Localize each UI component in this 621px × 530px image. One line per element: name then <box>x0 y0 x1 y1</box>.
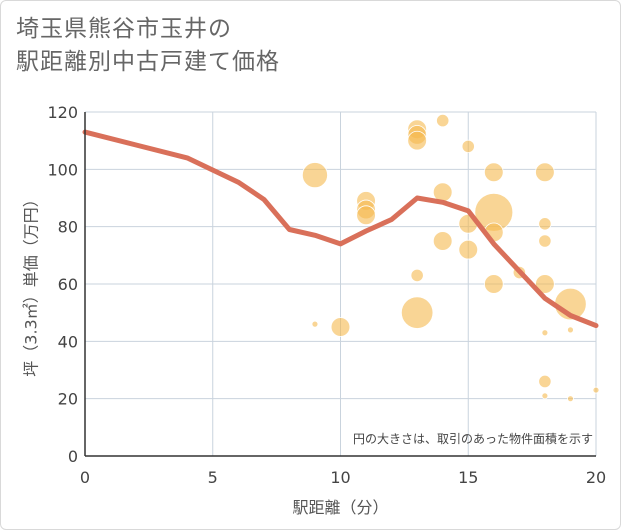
data-bubble <box>592 386 600 394</box>
data-bubble <box>458 239 479 260</box>
data-bubble <box>301 162 328 189</box>
x-axis-title: 駅距離（分） <box>292 498 388 517</box>
y-tick-label: 120 <box>47 103 78 122</box>
y-tick-label: 100 <box>47 160 78 179</box>
data-bubble <box>461 139 475 153</box>
data-bubble <box>483 274 504 294</box>
y-tick-label: 0 <box>68 447 78 466</box>
data-bubble <box>330 317 351 337</box>
x-tick-label: 5 <box>208 468 218 487</box>
y-axis-title: 坪（3.3㎡）単価（万円） <box>22 191 41 376</box>
data-bubble <box>311 320 319 328</box>
data-bubble <box>567 326 574 334</box>
data-bubble <box>535 274 555 294</box>
data-bubble <box>483 162 504 183</box>
data-bubble <box>535 162 555 183</box>
data-bubble <box>567 395 574 403</box>
data-bubble <box>356 205 376 226</box>
data-bubble <box>538 374 552 389</box>
trend-layer <box>82 129 599 329</box>
x-tick-label: 15 <box>458 468 478 487</box>
data-bubble <box>541 329 549 337</box>
data-bubble <box>538 217 552 231</box>
axes <box>84 112 596 457</box>
chart-title-line-2: 駅距離別中古戸建て価格 <box>16 49 280 75</box>
data-bubble <box>538 234 552 248</box>
x-tick-label: 0 <box>80 468 90 487</box>
data-bubble <box>436 114 450 128</box>
y-tick-label: 80 <box>58 218 78 237</box>
data-bubble <box>432 231 453 251</box>
chart-title: 埼玉県熊谷市玉井の 駅距離別中古戸建て価格 <box>16 13 280 79</box>
data-bubble <box>541 392 549 400</box>
data-bubble <box>400 296 434 329</box>
data-bubble <box>410 268 424 282</box>
y-tick-label: 40 <box>58 332 78 351</box>
bubble-layer <box>301 114 600 403</box>
size-annotation: 円の大きさは、取引のあった物件面積を示す <box>353 431 593 446</box>
y-tick-label: 60 <box>58 275 78 294</box>
trend-line <box>82 129 599 329</box>
chart-title-line-1: 埼玉県熊谷市玉井の <box>16 16 232 42</box>
data-bubble <box>407 130 427 151</box>
tick-labels: 0 20 40 60 80 100 120 0 5 10 15 20 <box>47 103 606 487</box>
x-tick-label: 10 <box>330 468 350 487</box>
y-tick-label: 20 <box>58 390 78 409</box>
x-tick-label: 20 <box>586 468 606 487</box>
grid-lines <box>85 111 597 456</box>
